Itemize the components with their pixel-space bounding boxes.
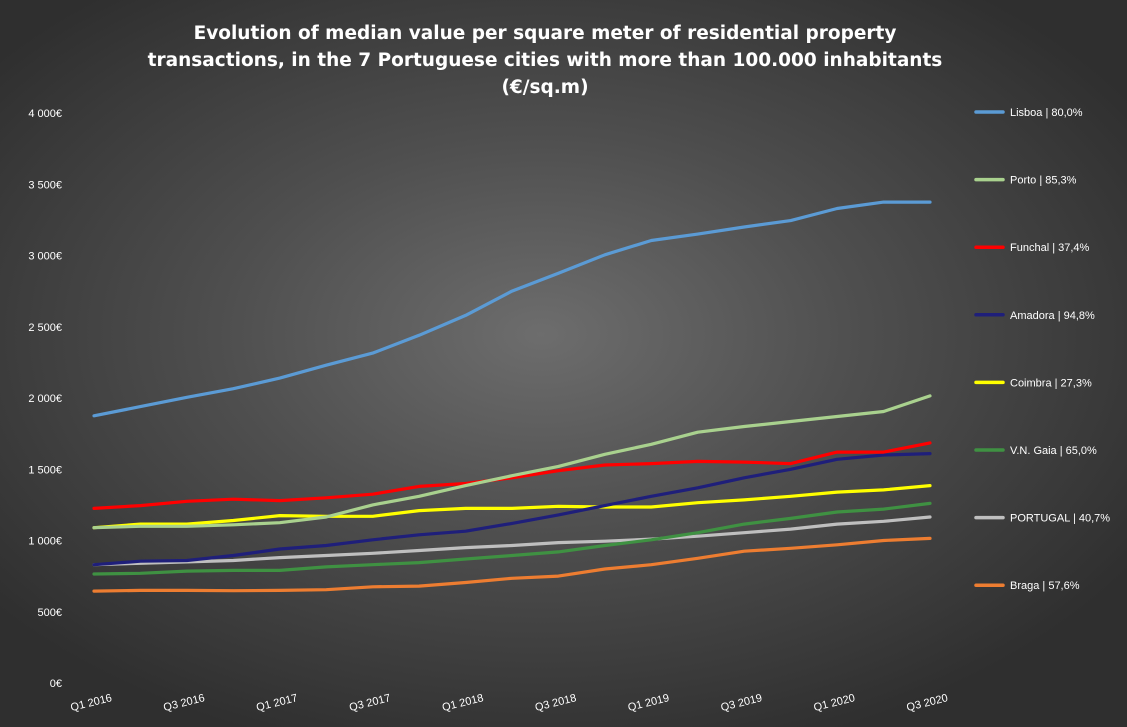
- x-tick-label: Q3 2018: [534, 692, 578, 714]
- legend-label: Amadora | 94,8%: [1010, 310, 1095, 322]
- legend-label: PORTUGAL | 40,7%: [1010, 513, 1110, 525]
- legend-label: Funchal | 37,4%: [1010, 242, 1090, 254]
- chart-title-line-1: Evolution of median value per square met…: [193, 23, 897, 44]
- series-line: [92, 441, 932, 510]
- legend: Lisboa | 80,0% Porto | 85,3% Funchal | 37,…: [974, 107, 1110, 592]
- x-tick-label: Q3 2017: [348, 692, 392, 714]
- series-line: [92, 484, 932, 530]
- y-tick-label: 2 000€: [28, 393, 62, 405]
- y-tick-label: 2 500€: [28, 322, 62, 334]
- x-tick-label: Q1 2016: [69, 692, 113, 714]
- y-axis: 0€ 500€ 1 000€ 1 500€ 2 000€ 2 500€ 3 000€ 3 50…: [28, 108, 62, 690]
- series-line: [92, 536, 932, 593]
- legend-label: Coimbra | 27,3%: [1010, 377, 1092, 389]
- x-tick-label: Q1 2017: [255, 692, 299, 714]
- x-tick-label: Q1 2020: [812, 692, 856, 714]
- chart-title-line-2: transactions, in the 7 Portuguese cities…: [147, 50, 943, 71]
- y-tick-label: 1 000€: [28, 536, 62, 548]
- y-tick-label: 500€: [38, 607, 62, 619]
- legend-label: Lisboa | 80,0%: [1010, 107, 1083, 119]
- x-tick-label: Q3 2016: [162, 692, 206, 714]
- y-tick-label: 3 000€: [28, 251, 62, 263]
- x-tick-label: Q1 2018: [441, 692, 485, 714]
- series-line: [92, 200, 932, 418]
- series-line: [92, 452, 932, 567]
- y-tick-label: 0€: [50, 678, 62, 690]
- legend-label: V.N. Gaia | 65,0%: [1010, 445, 1097, 457]
- x-tick-label: Q3 2019: [720, 692, 764, 714]
- series-line: [92, 515, 932, 567]
- series-line: [92, 394, 932, 530]
- y-tick-label: 4 000€: [28, 108, 62, 120]
- y-tick-label: 1 500€: [28, 464, 62, 476]
- series-line: [92, 501, 932, 576]
- chart-title: Evolution of median value per square met…: [40, 20, 1050, 101]
- y-tick-label: 3 500€: [28, 179, 62, 191]
- legend-label: Braga | 57,6%: [1010, 580, 1080, 592]
- plot-area: [92, 200, 932, 593]
- chart-title-line-3: (€/sq.m): [501, 77, 589, 98]
- x-axis: Q1 2016 Q3 2016 Q1 2017 Q3 2017 Q1 2018 Q3 20…: [69, 692, 949, 714]
- x-tick-label: Q3 2020: [905, 692, 949, 714]
- legend-label: Porto | 85,3%: [1010, 175, 1077, 187]
- x-tick-label: Q1 2019: [627, 692, 671, 714]
